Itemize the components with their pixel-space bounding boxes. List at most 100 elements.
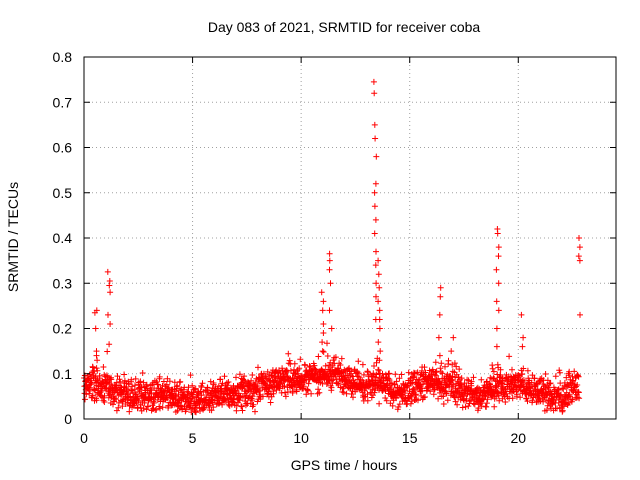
data-point (132, 382, 138, 389)
y-tick-label: 0.4 (53, 230, 73, 246)
data-point (372, 374, 379, 381)
data-point (509, 366, 515, 373)
data-point (240, 376, 247, 383)
data-point (506, 353, 513, 360)
data-point (503, 390, 510, 397)
spike-point (105, 311, 111, 318)
data-point (376, 400, 383, 407)
data-point (547, 380, 554, 387)
data-point (440, 401, 447, 407)
y-tick-label: 0.6 (53, 140, 73, 156)
data-point (113, 407, 120, 414)
data-point (450, 381, 457, 388)
data-point (134, 395, 141, 401)
spike-point (493, 325, 500, 332)
spike-point (520, 334, 527, 341)
spike-point (104, 268, 111, 275)
spike-point (319, 339, 326, 346)
data-point (371, 363, 377, 369)
data-point (126, 408, 133, 415)
data-point (360, 371, 367, 378)
data-point (166, 378, 173, 385)
data-point (285, 350, 292, 357)
data-point (140, 379, 147, 386)
data-point (100, 397, 107, 404)
y-tick-label: 0.1 (53, 366, 73, 382)
data-point (198, 384, 205, 391)
data-point (257, 387, 264, 394)
data-point (140, 405, 147, 412)
y-tick-label: 0.7 (53, 94, 73, 110)
data-point (517, 394, 524, 401)
spike-point (372, 135, 379, 142)
data-point (151, 399, 158, 406)
chart-title: Day 083 of 2021, SRMTID for receiver cob… (208, 19, 481, 35)
data-point (439, 370, 446, 377)
y-tick-label: 0.2 (53, 321, 73, 337)
spike-point (320, 298, 327, 305)
data-point (193, 404, 200, 411)
data-point (402, 390, 408, 397)
data-point (383, 397, 390, 404)
data-point (174, 382, 181, 389)
data-point (137, 378, 144, 385)
data-point (281, 383, 288, 390)
data-point (518, 371, 525, 378)
spike-point (519, 343, 526, 350)
data-point (143, 406, 150, 413)
data-point (465, 403, 472, 410)
data-point (129, 383, 136, 390)
data-point (373, 359, 380, 366)
data-point (115, 404, 122, 411)
data-point (576, 395, 583, 402)
data-point (405, 369, 412, 376)
spike-point (373, 293, 379, 300)
spike-point (575, 253, 582, 260)
data-point (544, 377, 551, 384)
x-axis-label: GPS time / hours (291, 457, 398, 473)
data-point (236, 371, 243, 378)
data-point (249, 393, 256, 400)
data-point (291, 383, 297, 390)
data-point (328, 387, 335, 394)
data-point (443, 390, 450, 397)
data-point (334, 380, 341, 387)
data-point (375, 367, 382, 374)
y-tick-label: 0.3 (53, 275, 73, 291)
spike-point (436, 311, 443, 318)
data-point (490, 368, 497, 375)
data-point (94, 367, 101, 374)
data-point (315, 386, 322, 393)
y-tick-label: 0.5 (53, 185, 73, 201)
spike-point (376, 316, 383, 323)
data-point (386, 370, 393, 377)
data-point (145, 403, 152, 410)
data-point (338, 355, 345, 362)
data-point (113, 396, 120, 403)
data-point (470, 400, 477, 407)
data-point (254, 383, 261, 389)
data-point (548, 390, 555, 397)
spike-point (495, 280, 502, 287)
data-point (270, 390, 277, 397)
data-point (442, 363, 448, 370)
x-tick-label: 20 (510, 430, 526, 446)
data-point (233, 374, 239, 381)
spike-point (375, 339, 382, 346)
spike-point (493, 298, 500, 305)
spike-point (577, 311, 583, 318)
data-point (364, 397, 371, 404)
data-point (215, 394, 222, 401)
data-point (346, 365, 353, 372)
data-point (456, 366, 463, 373)
data-point (300, 383, 307, 390)
data-point (169, 395, 176, 402)
data-point (178, 386, 185, 393)
data-point (533, 380, 540, 387)
data-point (483, 400, 490, 407)
grid-lines (84, 57, 616, 419)
spike-point (94, 357, 101, 364)
spike-point (318, 289, 325, 296)
data-point (542, 371, 549, 377)
